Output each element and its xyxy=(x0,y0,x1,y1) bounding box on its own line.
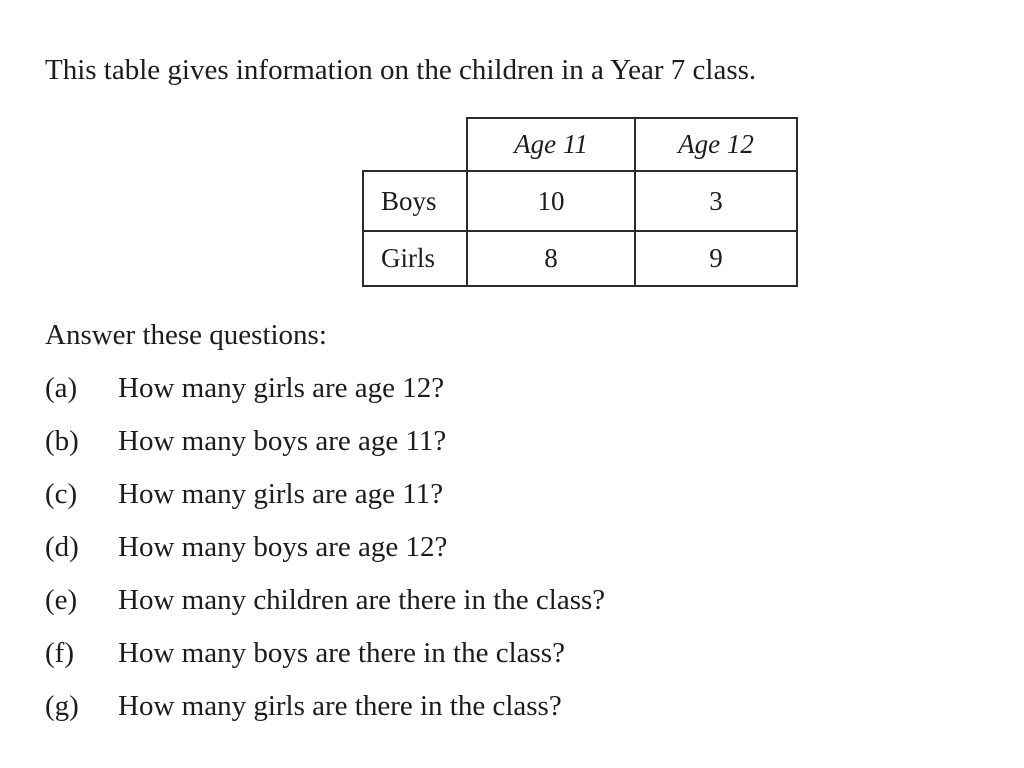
age-table: Age 11 Age 12 Boys 10 3 Girls 8 9 xyxy=(362,117,798,287)
cell-girls-age12: 9 xyxy=(634,230,798,287)
question-label: (f) xyxy=(45,637,74,669)
question-label: (d) xyxy=(45,531,79,563)
question-item-g: (g) How many girls are there in the clas… xyxy=(45,690,605,743)
question-item-e: (e) How many children are there in the c… xyxy=(45,584,605,637)
question-text: How many boys are there in the class? xyxy=(118,637,565,669)
question-text: How many children are there in the class… xyxy=(118,584,606,616)
cell-girls-age11: 8 xyxy=(466,230,636,287)
question-list: (a) How many girls are age 12? (b) How m… xyxy=(45,372,605,743)
row-label-girls: Girls xyxy=(362,230,468,287)
question-label: (e) xyxy=(45,584,78,616)
question-label: (c) xyxy=(45,478,78,510)
question-label: (b) xyxy=(45,425,79,457)
question-label: (a) xyxy=(45,372,78,404)
row-label-boys: Boys xyxy=(362,170,468,232)
cell-boys-age11: 10 xyxy=(466,170,636,232)
question-text: How many girls are age 11? xyxy=(118,478,444,510)
question-text: How many boys are age 11? xyxy=(118,425,447,457)
question-text: How many boys are age 12? xyxy=(118,531,448,563)
table-header-age11: Age 11 xyxy=(466,117,636,172)
question-item-c: (c) How many girls are age 11? xyxy=(45,478,605,531)
question-item-d: (d) How many boys are age 12? xyxy=(45,531,605,584)
cell-boys-age12: 3 xyxy=(634,170,798,232)
table-row-boys: Boys 10 3 xyxy=(362,170,798,232)
question-item-f: (f) How many boys are there in the class… xyxy=(45,637,605,690)
table-corner-cell xyxy=(363,118,467,171)
table-header-age12: Age 12 xyxy=(634,117,798,172)
table-header-row: Age 11 Age 12 xyxy=(363,117,798,172)
question-item-b: (b) How many boys are age 11? xyxy=(45,425,605,478)
table-row-girls: Girls 8 9 xyxy=(362,230,798,287)
question-item-a: (a) How many girls are age 12? xyxy=(45,372,605,425)
question-text: How many girls are age 12? xyxy=(118,372,445,404)
question-text: How many girls are there in the class? xyxy=(118,690,562,722)
intro-text: This table gives information on the chil… xyxy=(45,54,757,86)
answer-heading: Answer these questions: xyxy=(45,319,327,351)
question-label: (g) xyxy=(45,690,79,722)
